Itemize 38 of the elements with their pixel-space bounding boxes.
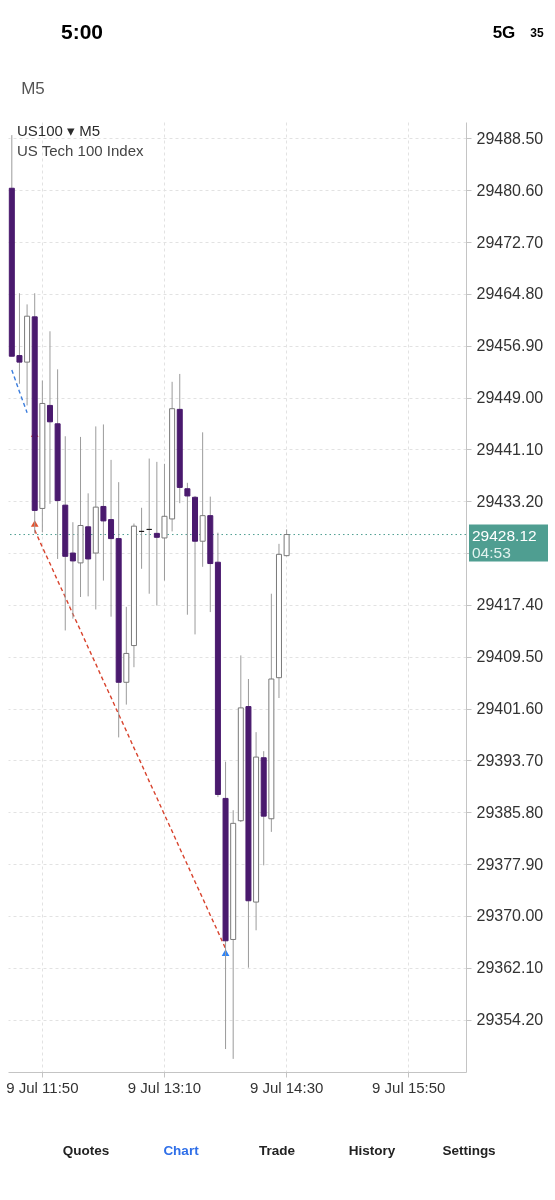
y-tick-label: 29488.50 bbox=[476, 129, 544, 147]
text: 35 bbox=[530, 26, 544, 40]
chart-title: US100 ▾ M5 bbox=[17, 122, 101, 139]
ref-line-label: 29428.12 bbox=[472, 526, 537, 544]
y-tick-label: 29464.80 bbox=[476, 285, 544, 303]
text: Trade bbox=[258, 1143, 296, 1158]
y-tick-label: 29362.10 bbox=[476, 959, 544, 977]
x-tick-label: 9 Jul 11:50 bbox=[6, 1078, 79, 1096]
x-tick-label: 9 Jul 15:50 bbox=[372, 1078, 446, 1096]
y-tick-label: 29401.60 bbox=[476, 700, 544, 718]
y-tick-label: 29385.80 bbox=[476, 803, 544, 821]
text: M5 bbox=[21, 79, 45, 98]
candlestick bbox=[46, 330, 53, 505]
y-tick-label: 29441.10 bbox=[476, 440, 544, 458]
y-tick-label: 29377.90 bbox=[476, 855, 544, 873]
candlestick bbox=[153, 461, 160, 607]
y-tick-label: 29370.00 bbox=[476, 907, 544, 925]
candlestick bbox=[184, 482, 191, 616]
x-tick-label: 9 Jul 13:10 bbox=[127, 1078, 202, 1096]
y-tick-label: 29456.90 bbox=[476, 337, 544, 355]
text: Quotes bbox=[62, 1143, 110, 1158]
y-tick-label: 29480.60 bbox=[476, 181, 544, 199]
y-tick-label: 29433.20 bbox=[476, 492, 544, 510]
text: US Tech 100 Index bbox=[17, 142, 144, 159]
x-tick-label: 9 Jul 14:30 bbox=[249, 1078, 324, 1096]
text: 5G bbox=[492, 23, 516, 42]
y-tick-label: 29393.70 bbox=[476, 751, 544, 769]
y-tick-label: 29417.40 bbox=[476, 596, 544, 614]
candlestick bbox=[69, 521, 76, 620]
y-tick-label: 29472.70 bbox=[476, 233, 544, 251]
text: History bbox=[348, 1143, 396, 1158]
text: Settings bbox=[442, 1143, 496, 1158]
text: 04:53 bbox=[472, 544, 511, 562]
y-tick-label: 29409.50 bbox=[476, 648, 544, 666]
y-tick-label: 29354.20 bbox=[476, 1011, 544, 1029]
text: Chart bbox=[163, 1143, 200, 1158]
text: 5:00 bbox=[60, 20, 104, 43]
y-tick-label: 29449.00 bbox=[476, 389, 544, 407]
